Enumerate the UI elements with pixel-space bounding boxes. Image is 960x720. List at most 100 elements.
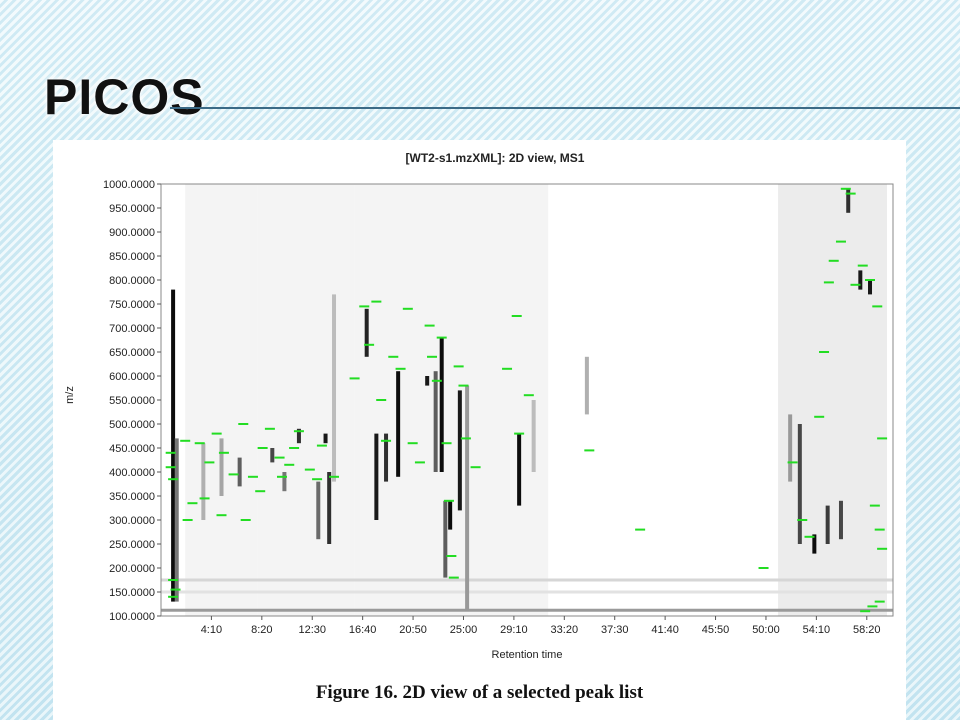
intensity-streak	[838, 500, 843, 540]
intensity-streak	[171, 289, 176, 602]
x-tick-label: 54:10	[803, 624, 831, 636]
y-tick-label: 600.0000	[109, 371, 155, 383]
intensity-streak	[327, 472, 332, 544]
peak-marker	[514, 432, 525, 435]
peak-marker	[276, 475, 287, 478]
x-tick-label: 25:00	[450, 624, 478, 636]
x-tick-label: 29:10	[500, 624, 528, 636]
intensity-streak	[384, 433, 389, 482]
y-tick-label: 750.0000	[109, 299, 155, 311]
slide-title: PICOS	[44, 69, 205, 125]
x-tick-label: 45:50	[702, 624, 730, 636]
y-tick-label: 650.0000	[109, 347, 155, 359]
peak-marker	[453, 365, 464, 368]
peak-marker	[349, 377, 360, 380]
peak-marker	[329, 475, 340, 478]
y-tick-label: 850.0000	[109, 251, 155, 263]
y-tick-label: 950.0000	[109, 203, 155, 215]
y-tick-label: 550.0000	[109, 395, 155, 407]
chart-title: [WT2-s1.mzXML]: 2D view, MS1	[406, 151, 585, 165]
x-tick-label: 16:40	[349, 624, 377, 636]
x-tick-label: 37:30	[601, 624, 629, 636]
peak-marker	[187, 502, 198, 505]
intensity-streak	[788, 414, 793, 482]
peak-marker	[257, 447, 268, 449]
peak-marker	[304, 468, 315, 471]
peak-marker	[289, 447, 300, 449]
peak-marker	[840, 187, 851, 190]
peak-marker	[823, 281, 834, 284]
x-tick-label: 58:20	[853, 624, 881, 636]
peak-marker	[446, 555, 457, 557]
baseline-band	[161, 590, 893, 594]
x-tick-label: 20:50	[399, 624, 427, 636]
peak-marker	[240, 519, 251, 521]
peak-marker	[860, 610, 871, 613]
peak-marker	[414, 461, 425, 464]
peak-marker	[216, 514, 227, 517]
peak-marker	[584, 449, 595, 452]
y-tick-label: 500.0000	[109, 419, 155, 431]
peak-marker	[828, 259, 839, 262]
intensity-streak	[323, 433, 328, 444]
baseline-band	[161, 578, 893, 582]
plot-area: 1000.0000 950.0000 900.0000 850.0000 800.000…	[103, 179, 894, 636]
intensity-streak	[237, 457, 242, 487]
intensity-streak	[812, 534, 817, 554]
intensity-streak	[282, 472, 287, 492]
peak-marker	[804, 535, 815, 538]
peak-marker	[819, 351, 830, 353]
y-tick-label: 400.0000	[109, 467, 155, 479]
peak-marker	[635, 528, 646, 531]
peak-marker	[458, 384, 469, 387]
intensity-streak	[332, 294, 337, 482]
peak-marker	[436, 336, 447, 339]
peak-marker	[402, 307, 413, 310]
peak-marker	[264, 427, 275, 430]
peak-marker	[443, 499, 454, 502]
intensity-streak	[448, 500, 453, 530]
y-tick-label: 150.0000	[109, 587, 155, 599]
x-tick-label: 4:10	[201, 624, 222, 636]
intensity-streak	[439, 337, 444, 472]
y-tick-label: 250.0000	[109, 539, 155, 551]
peak-marker	[165, 451, 176, 454]
peak-marker	[395, 367, 406, 370]
peak-marker	[194, 442, 205, 445]
background-texture-band	[475, 184, 549, 616]
intensity-streak	[316, 481, 321, 540]
peak-marker	[427, 355, 438, 358]
peak-marker	[359, 305, 370, 308]
peak-marker	[814, 415, 825, 418]
y-tick-label: 350.0000	[109, 491, 155, 503]
peak-marker	[407, 442, 418, 445]
peak-marker	[364, 343, 375, 346]
intensity-streak	[584, 356, 589, 415]
peak-marker	[312, 478, 323, 481]
peak-marker	[388, 355, 399, 358]
chart-svg: [WT2-s1.mzXML]: 2D view, MS1 1000.0000 95…	[64, 151, 894, 661]
y-tick-label: 1000.0000	[103, 179, 155, 191]
intensity-streak	[219, 438, 224, 496]
intensity-streak	[868, 280, 873, 295]
peak-marker	[211, 432, 222, 435]
x-tick-label: 8:20	[251, 624, 272, 636]
y-tick-label: 900.0000	[109, 227, 155, 239]
peak-marker	[835, 240, 846, 243]
peak-marker	[865, 279, 876, 281]
y-tick-label: 200.0000	[109, 563, 155, 575]
peak-marker	[199, 497, 210, 500]
background-texture-band	[354, 184, 476, 616]
intensity-streak	[846, 188, 851, 213]
peak-marker	[284, 463, 295, 466]
intensity-streak	[443, 500, 448, 578]
x-tick-label: 33:20	[551, 624, 579, 636]
peak-marker	[877, 437, 888, 440]
peak-marker	[204, 461, 215, 464]
intensity-streak	[825, 505, 830, 544]
peak-marker	[857, 264, 868, 267]
peak-marker	[448, 576, 459, 579]
peak-marker	[170, 588, 181, 591]
peak-marker	[470, 466, 481, 469]
peak-marker	[168, 478, 179, 481]
